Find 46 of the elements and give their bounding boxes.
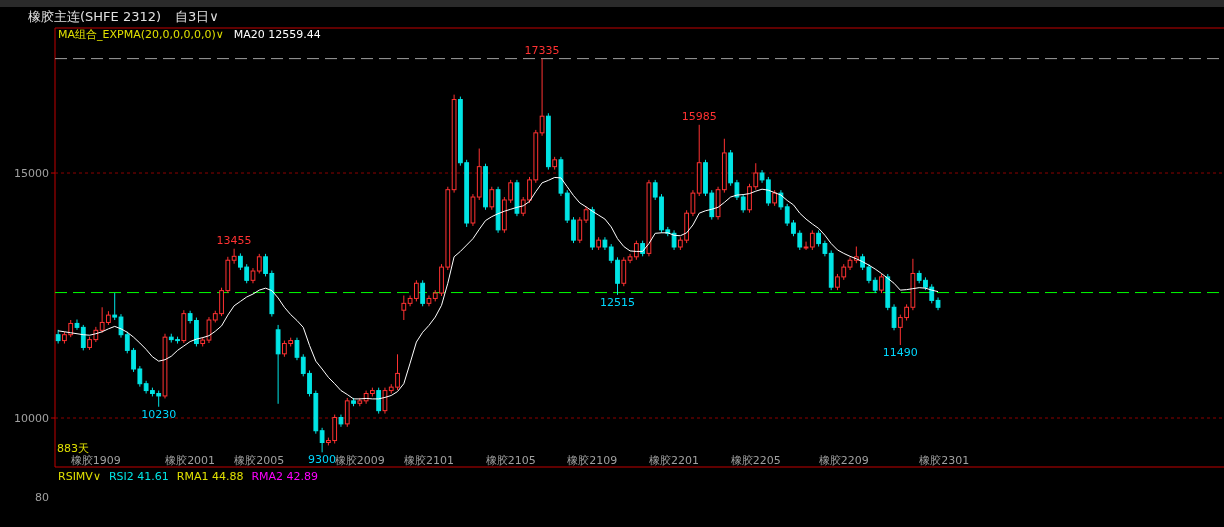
candlestick <box>539 58 545 137</box>
candlestick <box>344 397 350 428</box>
annotation: 10230 <box>141 407 177 421</box>
text: 80 <box>35 491 49 504</box>
candlestick <box>740 193 746 214</box>
x-tick-label: 橡胶2105 <box>485 454 536 467</box>
x-tick-label: 橡胶2009 <box>334 454 385 467</box>
candlestick <box>420 279 426 307</box>
candlestick <box>577 216 583 244</box>
candlestick <box>55 329 61 345</box>
x-tick-label: 橡胶2109 <box>567 454 618 467</box>
text: RSI2 41.61 <box>108 470 169 483</box>
x-tick-label: 橡胶2005 <box>234 454 285 467</box>
x-tick-label: 橡胶2001 <box>165 454 216 467</box>
line-series <box>57 176 939 400</box>
x-tick-label: 橡胶2301 <box>919 454 970 467</box>
text: RMA2 42.89 <box>251 470 319 483</box>
annotation: 12515 <box>600 295 635 309</box>
annotation: 11490 <box>882 346 918 359</box>
candlestick <box>376 387 382 415</box>
annotation: 9300 <box>308 453 337 467</box>
x-tick-label: 橡胶2201 <box>649 454 700 467</box>
x-tick-label: 橡胶1909 <box>70 454 121 467</box>
candlestick <box>621 256 627 287</box>
candlestick <box>891 303 897 331</box>
text: RSIMV∨ <box>58 470 101 483</box>
candlestick <box>879 273 884 294</box>
annotation: 13455 <box>216 233 252 247</box>
chart-subtitle: 自3日∨ <box>175 9 219 24</box>
y-tick-label: 10000 <box>14 412 49 425</box>
x-tick-label: 橡胶2101 <box>403 454 454 467</box>
candlestick <box>231 248 237 265</box>
candlestick <box>319 427 325 453</box>
candlestick <box>401 295 407 321</box>
annotation: 883天 <box>57 442 89 455</box>
candlestick <box>382 387 388 415</box>
text: RMA1 44.88 <box>176 470 244 483</box>
legend-title: MA组合_EXPMA(20,0,0,0,0,0)∨ <box>58 28 224 41</box>
annotation: 15985 <box>681 109 717 123</box>
x-tick-label: 橡胶2205 <box>730 454 781 467</box>
chart-title: 橡胶主连(SHFE 2312) <box>28 9 162 24</box>
text: MA20 12559.44 <box>233 28 321 41</box>
x-tick-label: 橡胶2209 <box>818 454 869 467</box>
annotation: 17335 <box>524 43 560 57</box>
candlestick <box>489 186 495 211</box>
y-tick-label: 15000 <box>14 167 49 181</box>
